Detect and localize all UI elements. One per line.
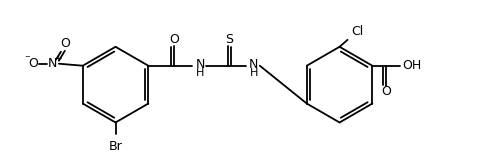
Text: O: O xyxy=(28,57,38,70)
Text: Cl: Cl xyxy=(351,25,364,38)
Text: N: N xyxy=(195,58,205,71)
Text: O: O xyxy=(60,37,70,50)
Text: $\mathregular{^-}$: $\mathregular{^-}$ xyxy=(23,54,31,64)
Text: +: + xyxy=(54,54,61,63)
Text: Br: Br xyxy=(108,140,122,153)
Text: H: H xyxy=(250,68,258,78)
Text: OH: OH xyxy=(403,59,422,72)
Text: N: N xyxy=(48,57,58,70)
Text: H: H xyxy=(196,68,204,78)
Text: O: O xyxy=(381,85,391,98)
Text: S: S xyxy=(225,33,233,46)
Text: O: O xyxy=(169,33,179,46)
Text: N: N xyxy=(249,58,259,71)
